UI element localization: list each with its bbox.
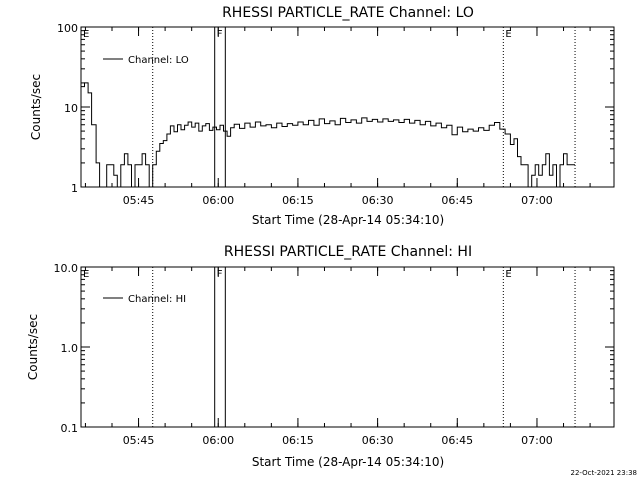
x-axis-label-lo: Start Time (28-Apr-14 05:34:10) (252, 213, 444, 227)
x-tick-label: 06:15 (282, 194, 314, 207)
x-tick-label: 07:00 (521, 194, 553, 207)
panel-lo: RHESSI PARTICLE_RATE Channel: LO 110100 … (29, 5, 615, 227)
x-tick-label: 06:45 (441, 194, 473, 207)
x-ticks-lo: 05:45 06:00 06:15 06:30 06:45 07:00 (84, 27, 591, 207)
x-tick-label: 06:00 (202, 194, 234, 207)
event-marker-label: F (217, 269, 223, 280)
x-ticks-hi: 05:45 06:00 06:15 06:30 06:45 07:00 (84, 267, 591, 447)
event-marker-label: E (83, 269, 89, 280)
x-tick-label: 06:15 (282, 434, 314, 447)
plot-frame-hi (80, 266, 615, 428)
footer-timestamp: 22-Oct-2021 23:38 (571, 469, 637, 477)
y-tick-label: 1.0 (61, 342, 79, 355)
y-tick-label: 1 (71, 182, 78, 195)
x-tick-label: 05:45 (123, 194, 155, 207)
y-tick-label: 100 (57, 22, 78, 35)
y-ticks-lo: 1 10 100 (57, 22, 614, 195)
event-marker-label: E (505, 29, 511, 40)
y-tick-label: 0.1 (61, 422, 79, 435)
panel-hi: RHESSI PARTICLE_RATE Channel: HI 0.1 1.0 1… (26, 244, 615, 469)
series-lo (81, 82, 575, 188)
x-axis-label-hi: Start Time (28-Apr-14 05:34:10) (252, 455, 444, 469)
y-ticks-hi: 0.1 1.0 10.0 (54, 262, 614, 435)
legend-label-lo: Channel: LO (128, 55, 189, 66)
legend-lo: Channel: LO (103, 55, 189, 66)
legend-hi: Channel: HI (103, 294, 186, 305)
chart-title-hi: RHESSI PARTICLE_RATE Channel: HI (224, 244, 472, 260)
plot-frame-lo (80, 26, 615, 188)
event-marker-label: F (217, 29, 223, 40)
x-tick-label: 07:00 (521, 434, 553, 447)
x-tick-label: 06:30 (362, 194, 394, 207)
legend-label-hi: Channel: HI (128, 294, 186, 305)
series-line-lo (81, 82, 575, 188)
y-tick-label: 10 (64, 102, 78, 115)
x-tick-label: 05:45 (123, 434, 155, 447)
y-tick-label: 10.0 (54, 262, 79, 275)
event-marker-label: E (505, 269, 511, 280)
event-marker-label: E (83, 29, 89, 40)
y-axis-label-lo: Counts/sec (29, 74, 43, 140)
chart-title-lo: RHESSI PARTICLE_RATE Channel: LO (222, 5, 474, 21)
x-tick-label: 06:00 (202, 434, 234, 447)
y-axis-label-hi: Counts/sec (26, 314, 40, 380)
x-tick-label: 06:45 (441, 434, 473, 447)
x-tick-label: 06:30 (362, 434, 394, 447)
